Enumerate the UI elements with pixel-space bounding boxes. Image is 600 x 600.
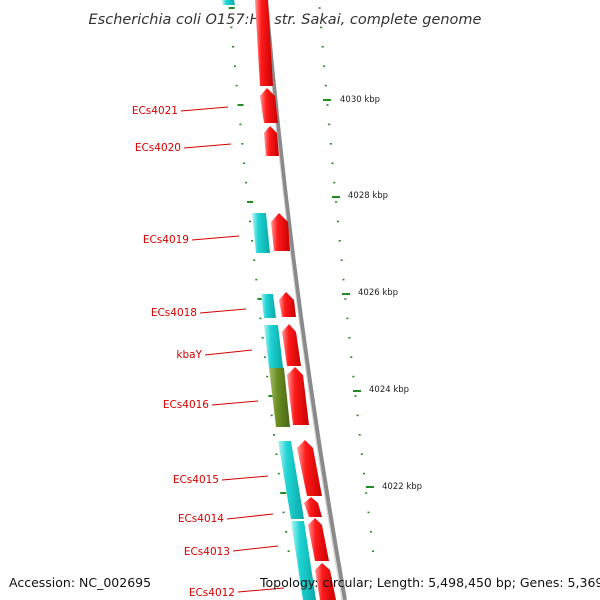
feature-ecs4021-forward[interactable] bbox=[260, 88, 278, 123]
feature-ecs4019-forward[interactable] bbox=[271, 213, 290, 251]
genome-summary-text: Topology: circular; Length: 5,498,450 bp… bbox=[260, 575, 600, 590]
gene-label-ecs4021[interactable]: ECs4021 bbox=[132, 105, 178, 117]
forward-strand-features bbox=[255, 0, 336, 600]
accession-text: Accession: NC_002695 bbox=[9, 575, 152, 590]
gene-label-ecs4019[interactable]: ECs4019 bbox=[143, 234, 189, 246]
gene-label-ecs4018[interactable]: ECs4018 bbox=[151, 307, 197, 319]
feature-ecs4015-forward[interactable] bbox=[297, 440, 322, 496]
feature-ecs4012-reverse[interactable] bbox=[291, 521, 316, 600]
feature-kbay-forward[interactable] bbox=[282, 324, 301, 366]
gene-label-ecs4014[interactable]: ECs4014 bbox=[178, 513, 224, 525]
feature-ecs4019-reverse[interactable] bbox=[252, 213, 270, 253]
gene-leader-line bbox=[204, 349, 253, 356]
scale-label-4030: 4030 kbp bbox=[340, 95, 380, 105]
gene-leader-line bbox=[180, 106, 229, 112]
feature-top-reverse-fragment[interactable] bbox=[222, 0, 235, 5]
gene-label-ecs4013[interactable]: ECs4013 bbox=[184, 546, 230, 558]
gene-leader-line bbox=[221, 475, 269, 481]
scale-label-4026: 4026 kbp bbox=[358, 288, 398, 298]
gene-label-ecs4016[interactable]: ECs4016 bbox=[163, 399, 209, 411]
gene-leader-line bbox=[226, 513, 274, 520]
feature-kbay-reverse[interactable] bbox=[264, 325, 283, 368]
gene-label-ecs4015[interactable]: ECs4015 bbox=[173, 474, 219, 486]
scale-label-4028: 4028 kbp bbox=[348, 191, 388, 201]
gene-leader-line bbox=[232, 545, 279, 552]
feature-ecs4015-reverse[interactable] bbox=[278, 441, 304, 519]
feature-top-forward[interactable] bbox=[255, 0, 273, 86]
gene-leader-line bbox=[183, 143, 232, 149]
gene-leader-line bbox=[237, 587, 285, 593]
feature-ecs4012-forward[interactable] bbox=[315, 563, 336, 600]
feature-ecs4014-forward[interactable] bbox=[304, 497, 322, 517]
genome-backbone bbox=[264, 0, 347, 600]
feature-ecs4018-reverse[interactable] bbox=[261, 294, 276, 318]
reverse-strand-features bbox=[222, 0, 316, 600]
scale-label-4024: 4024 kbp bbox=[369, 385, 409, 395]
feature-ecs4020-forward[interactable] bbox=[264, 126, 279, 156]
scale-label-4022: 4022 kbp bbox=[382, 482, 422, 492]
feature-ecs4016-forward[interactable] bbox=[287, 367, 309, 425]
gene-labels: ECs4021 ECs4020 ECs4019 ECs4018 kbaY ECs… bbox=[132, 105, 285, 599]
gene-label-kbay[interactable]: kbaY bbox=[176, 349, 202, 361]
outer-tick-guide bbox=[318, 7, 375, 553]
feature-ecs4013-forward[interactable] bbox=[308, 518, 329, 561]
gene-leader-line bbox=[191, 235, 240, 241]
inner-tick-guide bbox=[228, 7, 290, 553]
gene-label-ecs4020[interactable]: ECs4020 bbox=[135, 142, 181, 154]
feature-ecs4018-forward[interactable] bbox=[279, 292, 296, 317]
gene-leader-line bbox=[199, 308, 247, 314]
feature-ecs4016-other[interactable] bbox=[269, 368, 290, 427]
gene-label-ecs4012[interactable]: ECs4012 bbox=[189, 587, 235, 599]
gene-leader-line bbox=[211, 400, 259, 406]
map-title: Escherichia coli O157:H7 str. Sakai, com… bbox=[89, 12, 482, 28]
scale-labels: 4030 kbp 4028 kbp 4026 kbp 4024 kbp 4022… bbox=[323, 95, 422, 492]
